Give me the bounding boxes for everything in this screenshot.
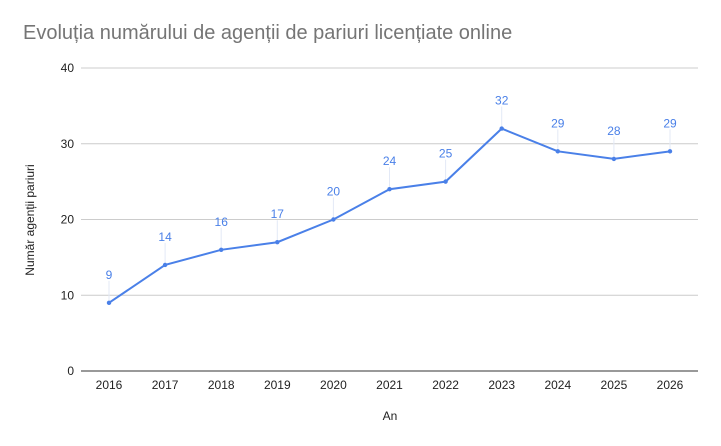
data-label: 29	[663, 116, 677, 130]
y-tick-label: 10	[61, 288, 75, 302]
x-tick-label: 2023	[488, 378, 515, 392]
x-tick-label: 2018	[208, 378, 235, 392]
data-label: 29	[551, 116, 565, 130]
data-point	[387, 187, 392, 192]
data-label: 9	[106, 268, 113, 282]
data-label: 28	[607, 124, 621, 138]
y-tick-label: 20	[61, 213, 75, 227]
data-label: 14	[158, 230, 172, 244]
x-axis-label: An	[383, 409, 398, 423]
x-tick-label: 2022	[432, 378, 459, 392]
x-tick-label: 2021	[376, 378, 403, 392]
data-label: 32	[495, 94, 509, 108]
x-tick-label: 2016	[96, 378, 123, 392]
data-point	[555, 149, 560, 154]
y-tick-label: 30	[61, 137, 75, 151]
data-label: 25	[439, 147, 453, 161]
data-point	[611, 156, 617, 162]
data-point	[275, 240, 280, 245]
data-label: 16	[215, 215, 229, 229]
y-tick-label: 0	[67, 364, 74, 378]
data-label: 17	[271, 207, 285, 221]
x-tick-label: 2020	[320, 378, 347, 392]
data-point	[499, 126, 504, 131]
data-point	[219, 247, 224, 252]
data-point	[162, 262, 168, 268]
x-tick-label: 2026	[657, 378, 684, 392]
x-tick-label: 2019	[264, 378, 291, 392]
chart-title: Evoluția numărului de agenții de pariuri…	[23, 22, 513, 44]
data-label: 20	[327, 185, 341, 199]
data-point	[106, 300, 112, 306]
data-point	[443, 179, 448, 184]
x-tick-label: 2024	[544, 378, 571, 392]
y-axis-label: Număr agenții pariuri	[23, 164, 37, 275]
data-point	[331, 217, 336, 222]
data-label: 24	[383, 154, 397, 168]
y-tick-label: 40	[61, 61, 75, 75]
data-point	[667, 149, 673, 154]
x-tick-label: 2025	[601, 378, 628, 392]
x-tick-label: 2017	[152, 378, 179, 392]
